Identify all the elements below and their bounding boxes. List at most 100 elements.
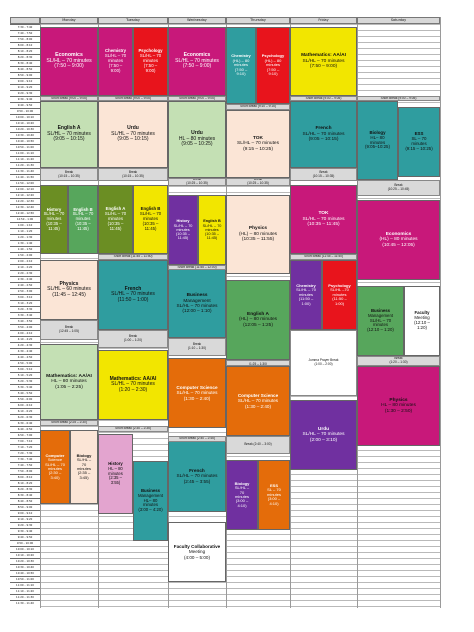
block-detail: (9:05 – 10:15) (117, 136, 149, 143)
block-detail: Management (367, 312, 394, 318)
subject-name: Computer Science (176, 385, 218, 391)
block-detail: minutes (233, 62, 248, 68)
block-detail: 11:45) (206, 236, 218, 241)
block-detail: (1:05 – 2:25) (55, 384, 83, 390)
time-slot-label: 9:30 – 9:40 (10, 528, 40, 534)
time-slot-label: 5:20 – 5:30 (10, 378, 40, 384)
subject-name: Psychology (261, 53, 285, 59)
break-b-fri-2: Break (10:15 – 10:35) (290, 168, 357, 181)
block-detail: SL/HL – 70 (43, 211, 65, 217)
time-slot-label: 9:20 – 9:30 (10, 522, 40, 528)
time-slot-label: 9:40 – 9:50 (10, 102, 40, 108)
block-detail: (12:05 – 1:25) (243, 322, 273, 328)
block-detail: (9:05 – 10:15) (308, 137, 339, 143)
subject-name: Chemistry (231, 53, 251, 59)
break-label: Short Break (2:30 – 2:35) (115, 426, 151, 431)
block-detail: Meeting (414, 315, 430, 321)
time-slot-label: 1:30 – 1:40 (10, 240, 40, 246)
block-detail: SL/HL – 70 minutes (47, 130, 91, 137)
subject-name: ESS (414, 131, 424, 137)
break-label: (1:00 – 1:20) (123, 338, 143, 342)
block-detail: 11:45) (177, 236, 189, 241)
time-slot-label: 11:20 – 11:30 (10, 594, 40, 600)
block-detail: (2:45 – 3:55) (183, 478, 211, 484)
time-slot-label: 12:40 – 12:50 (10, 210, 40, 216)
subject-name: Chemistry (104, 48, 126, 54)
class-block-sat-ess: ESS SL – 70 minutes (9:15 – 10:25) (398, 107, 440, 177)
subject-name: Biology (369, 129, 386, 135)
block-detail: SL/HL – 70 minutes (175, 57, 219, 64)
subject-name: Computer Science (237, 393, 279, 399)
time-slot-label: 4:30 – 4:40 (10, 348, 40, 354)
time-slot-label: 8:30 – 8:40 (10, 60, 40, 66)
time-slot-label: 2:00 – 2:10 (10, 258, 40, 264)
subject-name: Faculty Collaborative (173, 544, 221, 550)
class-block-wed-faculty: Faculty Collaborative Meeting (4:00 – 5:00… (168, 522, 226, 582)
block-detail: 11:45) (109, 225, 122, 231)
block-detail: SL/HL – 70 (72, 211, 94, 217)
time-slot-label: 3:20 – 3:30 (10, 306, 40, 312)
block-detail: (12:10 – (414, 320, 430, 325)
subject-name: Business (186, 292, 208, 298)
block-detail: minutes (46, 216, 62, 222)
class-block-wed-econ: Economics SL/HL – 70 minutes (7:50 – 9:00) (168, 27, 226, 96)
time-slot-label: 8:10 – 8:20 (10, 480, 40, 486)
class-block-thu-bio: Biology SL/HL –70 minutes (3:00 –4:10) (226, 460, 258, 530)
class-block-thu-chem: Chemistry (HL) – 80 minutes (7:50 –9:10) (226, 27, 256, 104)
block-detail: 4:10) (237, 502, 247, 508)
block-detail: SL/HL – 70 (202, 223, 222, 228)
break-b-fri-1: Short Break (9:00 – 9:05) (290, 96, 357, 101)
block-detail: HL – 80 minutes (51, 379, 87, 385)
break-label: Short Break (11:55 – 12:00) (177, 265, 217, 269)
class-block-fri-math: Mathematics: AA/AI SL/HL – 70 minutes (7:5… (290, 27, 357, 96)
block-detail: SL/HL –70 (330, 287, 349, 293)
block-detail: (7:50 – 9:00) (182, 63, 212, 70)
break-label: Short Break (11:45 – 11:50) (304, 254, 343, 259)
block-detail: (HL) – 80 minutes (379, 237, 418, 243)
grid-row-line (40, 540, 440, 541)
block-detail: SL/HL – 70 (369, 317, 392, 323)
block-detail: minutes (75, 216, 91, 222)
time-slot-label: 8:20 – 8:30 (10, 54, 40, 60)
block-detail: (7:50 – (266, 66, 280, 72)
class-block-mon-history: History SL/HL – 70 minutes (10:35 –11:45) (40, 185, 68, 254)
block-detail: 9:00) (110, 67, 121, 73)
time-slot-label: 12:30 – 12:40 (10, 204, 40, 210)
break-label: Short Break (9:00 – 9:05) (115, 96, 151, 100)
time-slot-label: 1:50 – 2:00 (10, 252, 40, 258)
block-detail: SL/HL – 70 minutes (302, 216, 345, 222)
block-detail: (7:50 – 9:00) (54, 63, 84, 70)
time-slot-label: 2:10 – 2:20 (10, 264, 40, 270)
time-slot-label: 9:10 – 9:20 (10, 84, 40, 90)
block-detail: HL – 80 minutes (178, 135, 216, 142)
block-detail: minutes (47, 466, 62, 471)
block-detail: 9:00) (145, 67, 156, 73)
block-detail: 11:45) (77, 225, 89, 231)
block-detail: 3:55) (110, 480, 121, 486)
block-detail: (2:35 – (77, 470, 91, 476)
time-slot-label: 11:40 – 11:50 (10, 174, 40, 180)
block-detail: SL – 70 (267, 487, 281, 493)
time-slot-label: 10:00 – 10:10 (10, 546, 40, 552)
class-block-mon-math: Mathematics: AA/AI HL – 80 minutes (1:05 –… (40, 344, 98, 420)
break-label: Break (394, 356, 403, 361)
break-label: (10:25 – 10:35) (247, 181, 269, 185)
time-slot-label: 4:50 – 5:00 (10, 360, 40, 366)
grid-row-line (40, 552, 440, 553)
class-block-wed-cs: Computer Science SL/HL – 70 minutes (1:30 … (168, 358, 226, 428)
subject-name: French (124, 285, 142, 292)
block-detail: (HL) – 80 minutes (238, 317, 278, 323)
block-detail: minutes (266, 491, 281, 497)
time-slot-label: 10:10 – 10:20 (10, 552, 40, 558)
subject-name: French (315, 126, 332, 132)
time-slot-label: 10:30 – 10:40 (10, 564, 40, 570)
class-block-tue-chem: Chemistry SL/HL – 70 minutes (7:50 –9:00) (98, 27, 133, 96)
time-header (10, 17, 40, 24)
break-label: Jumma Prayer Break (308, 358, 339, 363)
block-detail: SL/HL – 70 minutes (237, 141, 279, 147)
break-b-sat-1: Short Break (9:00 – 9:05) (357, 96, 440, 101)
break-b-wed-4: Break (1:10 – 1:30) (168, 338, 226, 356)
grid-row-line (40, 276, 440, 277)
time-slot-label: 6:20 – 6:30 (10, 414, 40, 420)
time-slot-label: 4:40 – 4:50 (10, 354, 40, 360)
